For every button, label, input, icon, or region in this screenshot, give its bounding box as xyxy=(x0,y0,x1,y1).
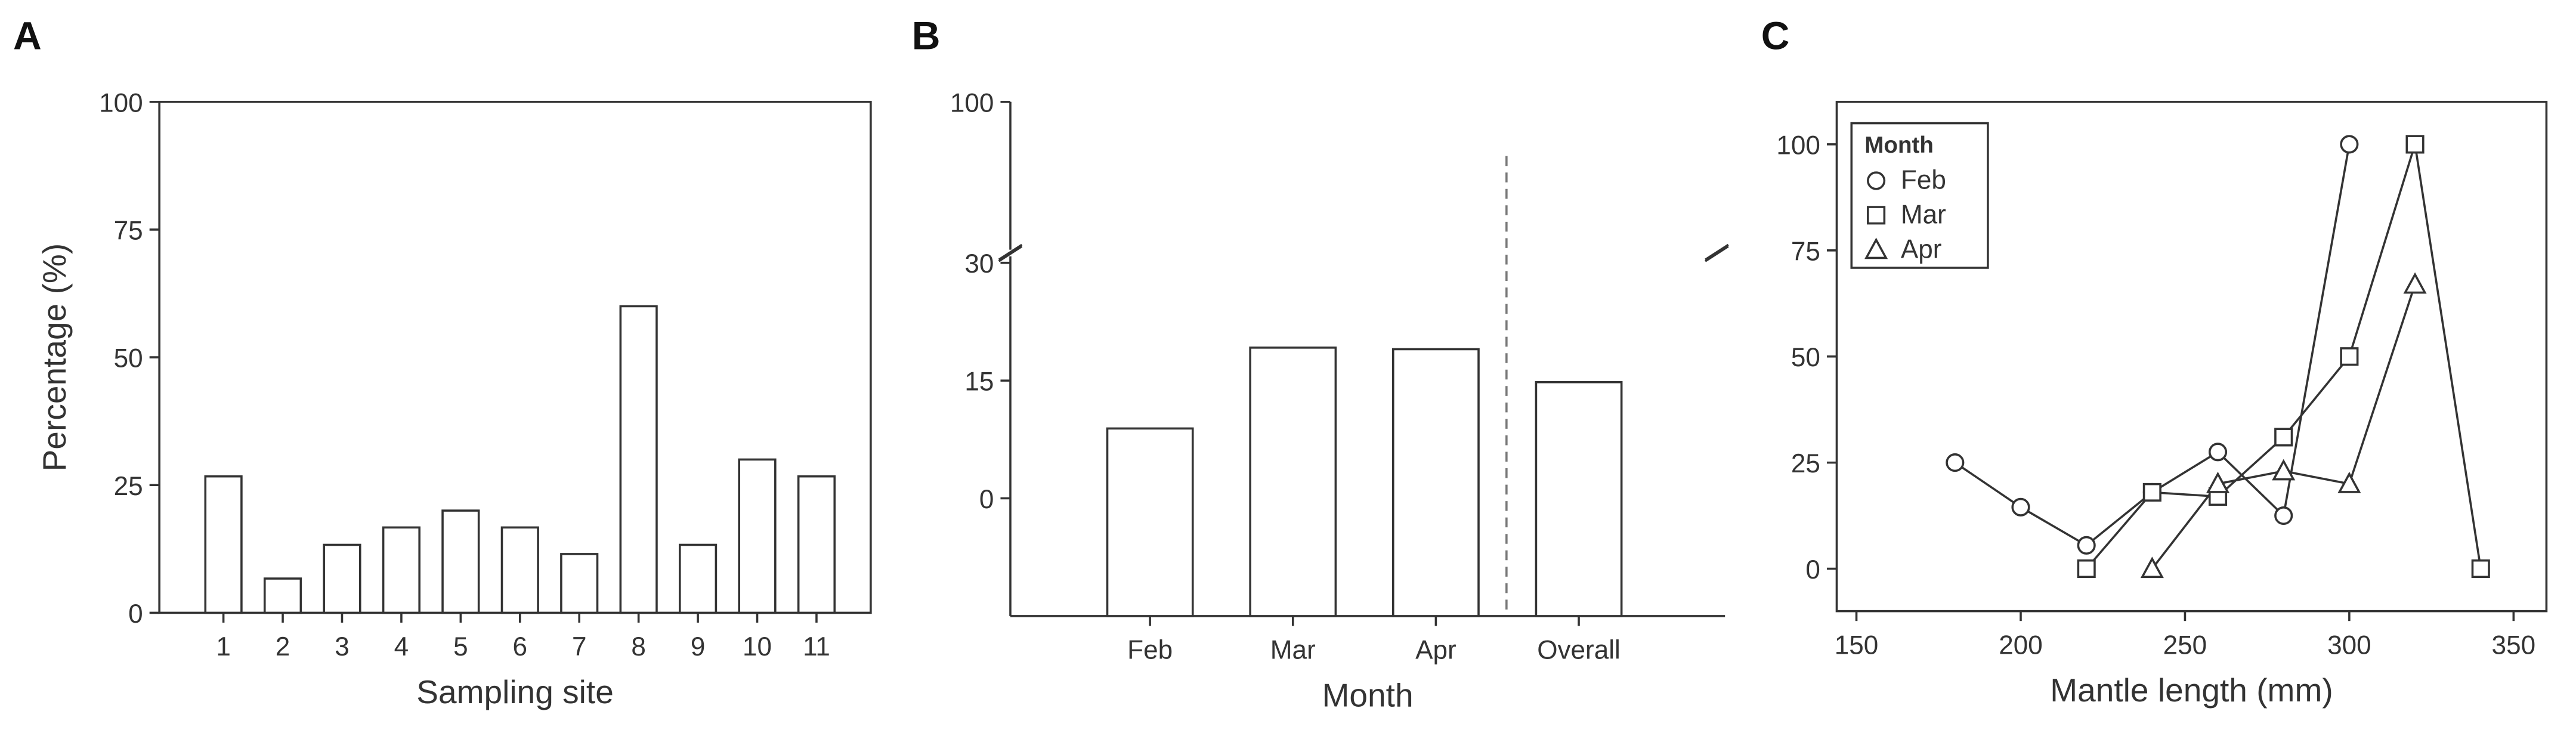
x-tick-label: Overall xyxy=(1537,636,1621,665)
bar xyxy=(323,543,361,614)
y-tick-label: 75 xyxy=(114,216,143,245)
bar xyxy=(263,577,302,614)
y-tick-label: 0 xyxy=(128,599,143,629)
bar xyxy=(382,526,421,614)
marker xyxy=(2011,497,2030,517)
x-tick-label: 4 xyxy=(394,632,409,661)
x-tick-label: 8 xyxy=(631,632,646,661)
axis-break xyxy=(998,243,1023,261)
y-tick-label: 100 xyxy=(950,88,994,117)
x-axis-label: Month xyxy=(1322,676,1414,713)
y-tick-label: 100 xyxy=(99,88,143,117)
x-tick-label: 250 xyxy=(2163,630,2207,660)
marker xyxy=(2405,135,2425,154)
legend-label: Mar xyxy=(1901,200,1946,230)
series-line xyxy=(2151,284,2416,570)
bar xyxy=(1391,348,1480,617)
x-tick-label: 300 xyxy=(2327,630,2371,660)
x-tick-label: 9 xyxy=(691,632,706,661)
marker xyxy=(2274,506,2293,525)
marker xyxy=(2471,559,2490,579)
bar xyxy=(738,458,777,614)
panel-label: A xyxy=(13,14,42,58)
bar xyxy=(1535,381,1623,617)
x-axis-label: Mantle length (mm) xyxy=(2050,672,2333,709)
x-tick-label: 7 xyxy=(572,632,587,661)
marker xyxy=(2337,471,2361,493)
x-tick-label: Mar xyxy=(1270,636,1316,665)
marker xyxy=(1946,453,1965,472)
bar xyxy=(560,553,599,614)
marker xyxy=(2340,135,2359,154)
axis-break xyxy=(1705,243,1729,261)
x-tick-label: Apr xyxy=(1415,636,1456,665)
y-tick-label: 25 xyxy=(1791,449,1820,478)
y-tick-label: 50 xyxy=(114,344,143,373)
x-tick-label: 3 xyxy=(335,632,350,661)
bar xyxy=(500,526,539,614)
bar xyxy=(679,543,718,614)
x-tick-label: 6 xyxy=(513,632,528,661)
bar xyxy=(619,305,658,614)
legend-title: Month xyxy=(1864,132,1934,158)
marker xyxy=(2403,272,2427,294)
x-tick-label: 200 xyxy=(1999,630,2043,660)
axis-break xyxy=(998,245,1023,262)
x-tick-label: 350 xyxy=(2492,630,2536,660)
y-tick-label: 50 xyxy=(1791,343,1820,372)
legend-label: Feb xyxy=(1901,166,1946,195)
marker xyxy=(2077,536,2096,555)
legend-marker xyxy=(1867,206,1886,225)
y-tick-label: 75 xyxy=(1791,237,1820,266)
marker xyxy=(2206,471,2230,493)
bar xyxy=(1249,347,1337,617)
marker xyxy=(2140,556,2164,579)
y-tick-label: 0 xyxy=(1805,555,1820,585)
bar xyxy=(204,475,243,614)
marker xyxy=(2272,459,2296,481)
x-tick-label: 11 xyxy=(803,632,830,661)
x-tick-label: 5 xyxy=(453,632,468,661)
y-tick-label: 100 xyxy=(1776,131,1820,160)
axis-break xyxy=(1705,245,1729,262)
bar xyxy=(441,509,480,614)
y-tick-label: 15 xyxy=(964,367,994,397)
bar xyxy=(797,475,836,614)
x-tick-label: 10 xyxy=(743,632,772,661)
legend-marker xyxy=(1867,171,1886,190)
x-tick-label: Feb xyxy=(1127,636,1173,665)
x-axis-label: Sampling site xyxy=(416,673,614,710)
legend-marker xyxy=(1864,237,1888,259)
y-tick-label: 30 xyxy=(964,249,994,279)
y-axis-label: Percentage (%) xyxy=(36,243,73,472)
bar xyxy=(1106,427,1194,617)
y-tick-label: 25 xyxy=(114,472,143,501)
marker xyxy=(2208,443,2228,462)
panel-label: B xyxy=(912,14,941,58)
panel-label: C xyxy=(1761,14,1790,58)
x-tick-label: 2 xyxy=(276,632,290,661)
x-tick-label: 150 xyxy=(1835,630,1879,660)
marker xyxy=(2274,428,2293,447)
x-tick-label: 1 xyxy=(216,632,231,661)
legend-label: Apr xyxy=(1901,234,1942,264)
marker xyxy=(2340,347,2359,366)
series-line xyxy=(2085,144,2482,570)
marker xyxy=(2077,559,2096,579)
marker xyxy=(2142,483,2161,502)
y-tick-label: 0 xyxy=(979,485,994,514)
